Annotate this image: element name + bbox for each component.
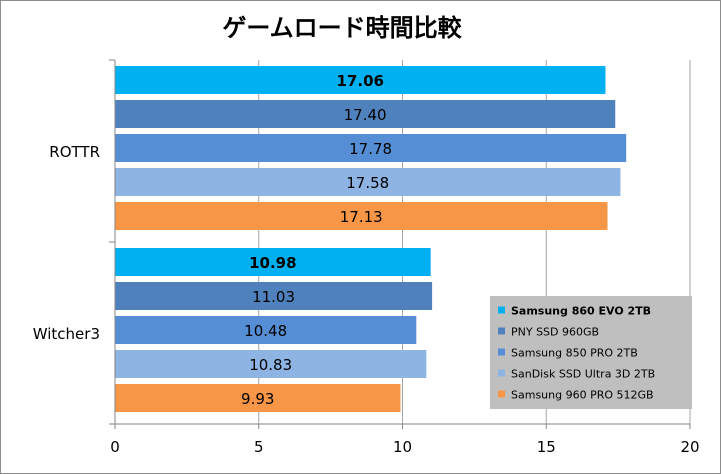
x-tick-label: 20 (680, 438, 699, 456)
data-label: 17.13 (340, 208, 383, 226)
category-label: ROTTR (49, 143, 100, 161)
bar (115, 282, 433, 310)
bar (115, 66, 606, 94)
data-label: 11.03 (252, 288, 295, 306)
bar (115, 100, 616, 128)
category-label: Witcher3 (33, 325, 100, 343)
data-label: 10.83 (249, 356, 292, 374)
bar (115, 248, 431, 276)
legend-label: SanDisk SSD Ultra 3D 2TB (511, 368, 655, 381)
legend-label: Samsung 850 PRO 2TB (511, 347, 638, 360)
bar (115, 134, 627, 162)
bar (115, 384, 401, 412)
bar (115, 168, 621, 196)
bar (115, 202, 608, 230)
x-tick-label: 5 (254, 438, 264, 456)
legend: Samsung 860 EVO 2TB PNY SSD 960GB Samsung … (490, 296, 692, 409)
chart-title: ゲームロード時間比較 (222, 14, 462, 42)
bar (115, 316, 417, 344)
legend-swatch (498, 348, 505, 356)
data-label: 10.98 (249, 254, 296, 272)
data-label: 17.78 (349, 140, 392, 158)
legend-label: Samsung 860 EVO 2TB (511, 305, 651, 318)
legend-label: Samsung 960 PRO 512GB (511, 389, 654, 402)
legend-box (490, 296, 692, 409)
data-label: 17.40 (344, 106, 387, 124)
legend-swatch (498, 390, 505, 398)
data-label: 10.48 (244, 322, 287, 340)
bar (115, 350, 427, 378)
legend-swatch (498, 369, 505, 377)
data-label: 17.58 (346, 174, 389, 192)
x-tick-label: 10 (393, 438, 412, 456)
data-label: 17.06 (337, 72, 384, 90)
legend-swatch (498, 327, 505, 335)
x-tick-label: 0 (110, 438, 120, 456)
data-label: 9.93 (241, 390, 274, 408)
legend-label: PNY SSD 960GB (511, 326, 599, 339)
legend-swatch (498, 306, 505, 314)
x-tick-label: 15 (537, 438, 556, 456)
